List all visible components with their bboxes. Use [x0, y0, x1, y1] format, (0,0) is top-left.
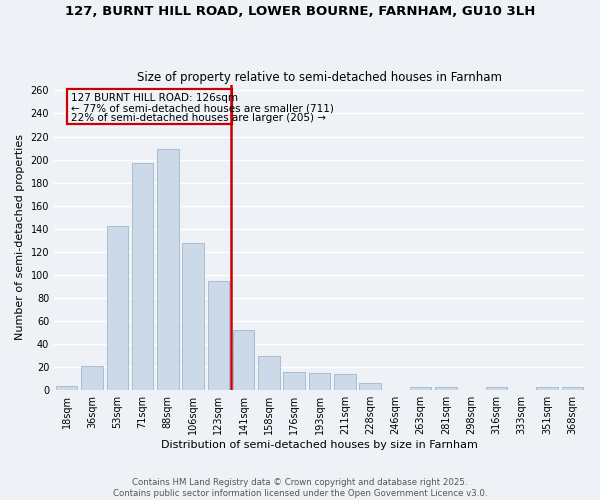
Y-axis label: Number of semi-detached properties: Number of semi-detached properties [15, 134, 25, 340]
Text: Contains HM Land Registry data © Crown copyright and database right 2025.
Contai: Contains HM Land Registry data © Crown c… [113, 478, 487, 498]
Bar [283, 372, 305, 390]
Bar [67, 90, 232, 124]
Text: 127, BURNT HILL ROAD, LOWER BOURNE, FARNHAM, GU10 3LH: 127, BURNT HILL ROAD, LOWER BOURNE, FARN… [65, 5, 535, 18]
Bar [132, 163, 153, 390]
Bar [81, 366, 103, 390]
Bar [56, 386, 77, 390]
Bar [182, 242, 204, 390]
X-axis label: Distribution of semi-detached houses by size in Farnham: Distribution of semi-detached houses by … [161, 440, 478, 450]
Bar [258, 356, 280, 390]
Text: ← 77% of semi-detached houses are smaller (711): ← 77% of semi-detached houses are smalle… [71, 103, 334, 113]
Bar [208, 280, 229, 390]
Bar [486, 386, 507, 390]
Title: Size of property relative to semi-detached houses in Farnham: Size of property relative to semi-detach… [137, 70, 502, 84]
Bar [359, 384, 381, 390]
Text: 127 BURNT HILL ROAD: 126sqm: 127 BURNT HILL ROAD: 126sqm [71, 92, 238, 102]
Bar [562, 386, 583, 390]
Bar [233, 330, 254, 390]
Bar [157, 149, 179, 390]
Bar [435, 386, 457, 390]
Text: 22% of semi-detached houses are larger (205) →: 22% of semi-detached houses are larger (… [71, 114, 326, 124]
Bar [309, 373, 330, 390]
Bar [107, 226, 128, 390]
Bar [536, 386, 558, 390]
Bar [334, 374, 356, 390]
Bar [410, 386, 431, 390]
